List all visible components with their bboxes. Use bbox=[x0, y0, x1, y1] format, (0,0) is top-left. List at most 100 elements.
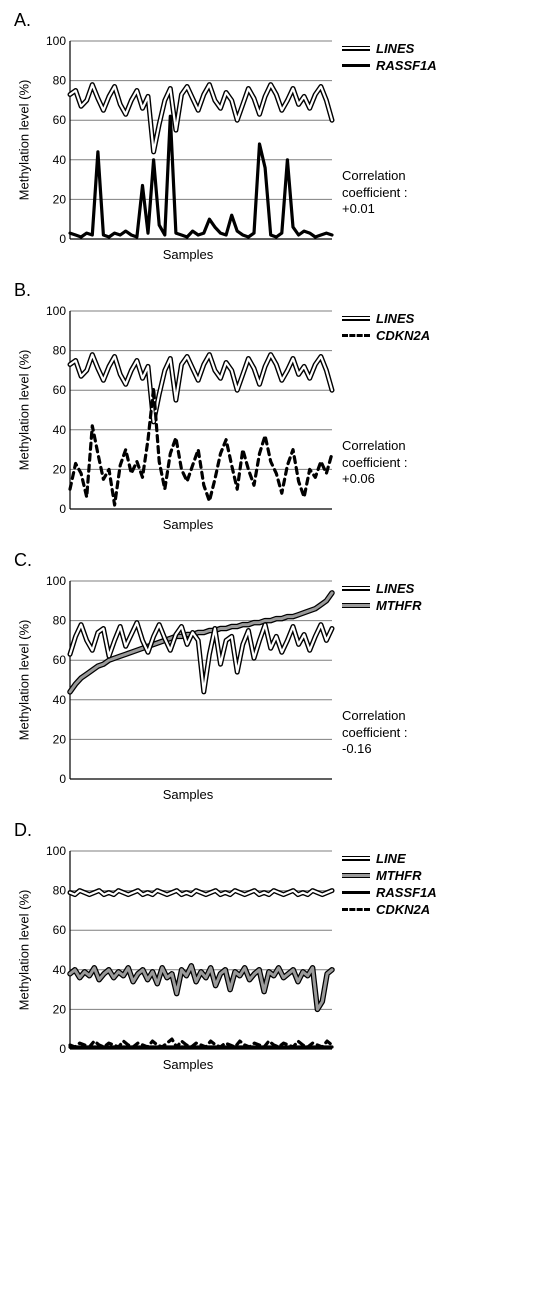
svg-text:80: 80 bbox=[53, 884, 67, 898]
chart-svg: 0 20 40 60 80 100 bbox=[38, 305, 338, 515]
chart-svg: 0 20 40 60 80 100 bbox=[38, 35, 338, 245]
legend-item: LINE bbox=[342, 851, 437, 866]
svg-text:20: 20 bbox=[53, 192, 67, 206]
panel-D-plot: 020406080100 bbox=[38, 845, 338, 1055]
svg-text:60: 60 bbox=[53, 113, 67, 127]
panel-A-plotblock: 0 20 40 60 80 100 Samples bbox=[38, 35, 338, 262]
panel-D-plotblock: 020406080100 Samples bbox=[38, 845, 338, 1072]
svg-text:80: 80 bbox=[53, 74, 67, 88]
legend-label: CDKN2A bbox=[376, 328, 430, 343]
panel-A-ylabel-wrap: Methylation level (%) bbox=[10, 35, 38, 245]
legend-label: MTHFR bbox=[376, 598, 422, 613]
panel-C: C. Methylation level (%) 0 20 40 60 80 100 Sa… bbox=[10, 550, 533, 802]
panel-A-plot: 0 20 40 60 80 100 bbox=[38, 35, 338, 245]
panel-A-side: LINESRASSF1A Correlationcoefficient : +0… bbox=[338, 35, 533, 245]
chart-svg: 020406080100 bbox=[38, 845, 338, 1055]
panel-D-side: LINE MTHFR RASSF1A CDKN2A bbox=[338, 845, 533, 1055]
legend-item: CDKN2A bbox=[342, 902, 437, 917]
panel-C-ylabel: Methylation level (%) bbox=[17, 620, 32, 741]
legend-item: RASSF1A bbox=[342, 885, 437, 900]
panel-B-xlabel: Samples bbox=[38, 517, 338, 532]
svg-text:60: 60 bbox=[53, 383, 67, 397]
legend-item: MTHFR bbox=[342, 598, 422, 613]
svg-text:40: 40 bbox=[53, 153, 67, 167]
legend-swatch bbox=[342, 46, 370, 51]
legend-item: LINES bbox=[342, 581, 422, 596]
chart-svg: 0 20 40 60 80 100 bbox=[38, 575, 338, 785]
panel-B-ylabel-wrap: Methylation level (%) bbox=[10, 305, 38, 515]
legend-swatch bbox=[342, 64, 370, 67]
panel-B-corr: Correlationcoefficient : +0.06 bbox=[342, 438, 408, 487]
svg-text:0: 0 bbox=[59, 772, 66, 785]
svg-text:60: 60 bbox=[53, 923, 67, 937]
svg-text:80: 80 bbox=[53, 344, 67, 358]
legend-swatch bbox=[342, 856, 370, 861]
legend-item: LINES bbox=[342, 41, 437, 56]
panel-C-ylabel-wrap: Methylation level (%) bbox=[10, 575, 38, 785]
panel-C-xlabel: Samples bbox=[38, 787, 338, 802]
svg-text:80: 80 bbox=[53, 614, 67, 628]
panel-D: D. Methylation level (%) 020406080100 Sa… bbox=[10, 820, 533, 1072]
panel-D-ylabel-wrap: Methylation level (%) bbox=[10, 845, 38, 1055]
svg-text:100: 100 bbox=[46, 845, 66, 858]
svg-text:0: 0 bbox=[59, 502, 66, 515]
svg-text:40: 40 bbox=[53, 693, 67, 707]
panel-D-xlabel: Samples bbox=[38, 1057, 338, 1072]
panel-A-label: A. bbox=[14, 10, 533, 31]
svg-text:100: 100 bbox=[46, 35, 66, 48]
panel-B-side: LINES CDKN2A Correlationcoefficient : +0.… bbox=[338, 305, 533, 515]
svg-text:40: 40 bbox=[53, 423, 67, 437]
panel-B-label: B. bbox=[14, 280, 533, 301]
panel-C-corr: Correlationcoefficient : -0.16 bbox=[342, 708, 408, 757]
svg-text:60: 60 bbox=[53, 653, 67, 667]
panel-B-plot: 0 20 40 60 80 100 bbox=[38, 305, 338, 515]
panel-D-label: D. bbox=[14, 820, 533, 841]
panel-A-row: Methylation level (%) 0 20 40 60 80 100 Sampl… bbox=[10, 35, 533, 262]
panel-D-row: Methylation level (%) 020406080100 Sampl… bbox=[10, 845, 533, 1072]
svg-text:0: 0 bbox=[59, 232, 66, 245]
panel-C-corr-label: Correlationcoefficient : bbox=[342, 708, 408, 739]
panel-B-row: Methylation level (%) 0 20 40 60 80 100 Sampl… bbox=[10, 305, 533, 532]
panel-A: A. Methylation level (%) 0 20 40 60 80 100 Sa… bbox=[10, 10, 533, 262]
legend-label: LINES bbox=[376, 41, 414, 56]
panel-D-ylabel: Methylation level (%) bbox=[17, 890, 32, 1011]
legend-item: LINES bbox=[342, 311, 430, 326]
panel-D-legend: LINE MTHFR RASSF1A CDKN2A bbox=[342, 851, 437, 919]
panel-B: B. Methylation level (%) 0 20 40 60 80 100 Sa… bbox=[10, 280, 533, 532]
svg-text:100: 100 bbox=[46, 305, 66, 318]
svg-text:0: 0 bbox=[59, 1042, 66, 1055]
legend-swatch bbox=[342, 586, 370, 591]
panel-C-legend: LINES MTHFR bbox=[342, 581, 422, 615]
legend-item: RASSF1A bbox=[342, 58, 437, 73]
page: { "panelLabels": { "A": "A.", "B": "B.",… bbox=[0, 0, 543, 1110]
legend-swatch bbox=[342, 908, 370, 911]
panel-C-side: LINES MTHFR Correlationcoefficient : -0.1… bbox=[338, 575, 533, 785]
panel-A-xlabel: Samples bbox=[38, 247, 338, 262]
svg-text:100: 100 bbox=[46, 575, 66, 588]
legend-item: MTHFR bbox=[342, 868, 437, 883]
svg-text:20: 20 bbox=[53, 732, 67, 746]
panel-A-legend: LINES RASSF1A bbox=[342, 41, 437, 75]
panel-C-plot: 0 20 40 60 80 100 bbox=[38, 575, 338, 785]
legend-swatch bbox=[342, 873, 370, 878]
panel-C-corr-value: -0.16 bbox=[342, 741, 372, 756]
panel-A-ylabel: Methylation level (%) bbox=[17, 80, 32, 201]
panel-B-corr-label: Correlationcoefficient : bbox=[342, 438, 408, 469]
legend-label: RASSF1A bbox=[376, 885, 437, 900]
legend-label: CDKN2A bbox=[376, 902, 430, 917]
legend-label: RASSF1A bbox=[376, 58, 437, 73]
panel-C-label: C. bbox=[14, 550, 533, 571]
panel-B-plotblock: 0 20 40 60 80 100 Samples bbox=[38, 305, 338, 532]
legend-item: CDKN2A bbox=[342, 328, 430, 343]
legend-label: LINES bbox=[376, 581, 414, 596]
legend-swatch bbox=[342, 334, 370, 337]
legend-label: LINE bbox=[376, 851, 406, 866]
legend-label: MTHFR bbox=[376, 868, 422, 883]
panel-A-corr-label: Correlationcoefficient : bbox=[342, 168, 408, 199]
svg-text:20: 20 bbox=[53, 1002, 67, 1016]
legend-label: LINES bbox=[376, 311, 414, 326]
panel-C-plotblock: 0 20 40 60 80 100 Samples bbox=[38, 575, 338, 802]
panel-C-row: Methylation level (%) 0 20 40 60 80 100 Sampl… bbox=[10, 575, 533, 802]
svg-text:20: 20 bbox=[53, 462, 67, 476]
legend-swatch bbox=[342, 603, 370, 608]
